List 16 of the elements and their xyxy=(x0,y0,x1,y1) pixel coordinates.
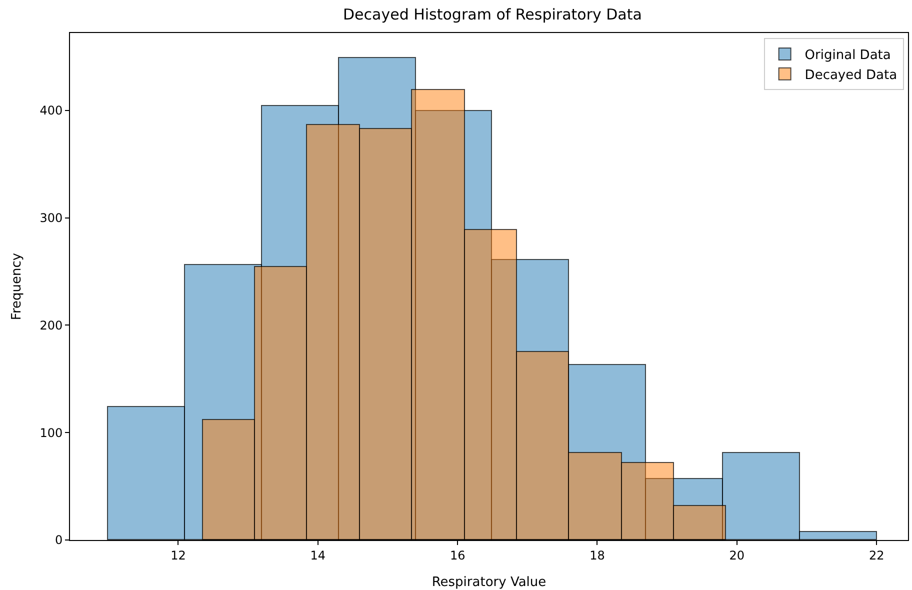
y-tick-label: 0 xyxy=(54,533,63,548)
y-axis-title: Frequency xyxy=(10,252,25,320)
x-tick-label: 22 xyxy=(868,548,884,562)
y-tick-label: 200 xyxy=(40,318,63,332)
x-tick-label: 12 xyxy=(170,548,186,562)
x-tick-label: 20 xyxy=(729,548,745,562)
y-tick-label: 100 xyxy=(40,426,63,440)
chart-title: Decayed Histogram of Respiratory Data xyxy=(343,5,642,24)
legend-label: Original Data xyxy=(804,48,891,64)
legend-label: Decayed Data xyxy=(804,68,898,83)
y-tick-label: 300 xyxy=(40,210,63,225)
x-tick-label: 16 xyxy=(450,548,466,562)
x-axis-title: Respiratory Value xyxy=(432,575,546,590)
x-tick-label: 18 xyxy=(590,548,605,562)
y-tick-label: 400 xyxy=(40,104,63,118)
x-tick-label: 14 xyxy=(310,548,326,562)
